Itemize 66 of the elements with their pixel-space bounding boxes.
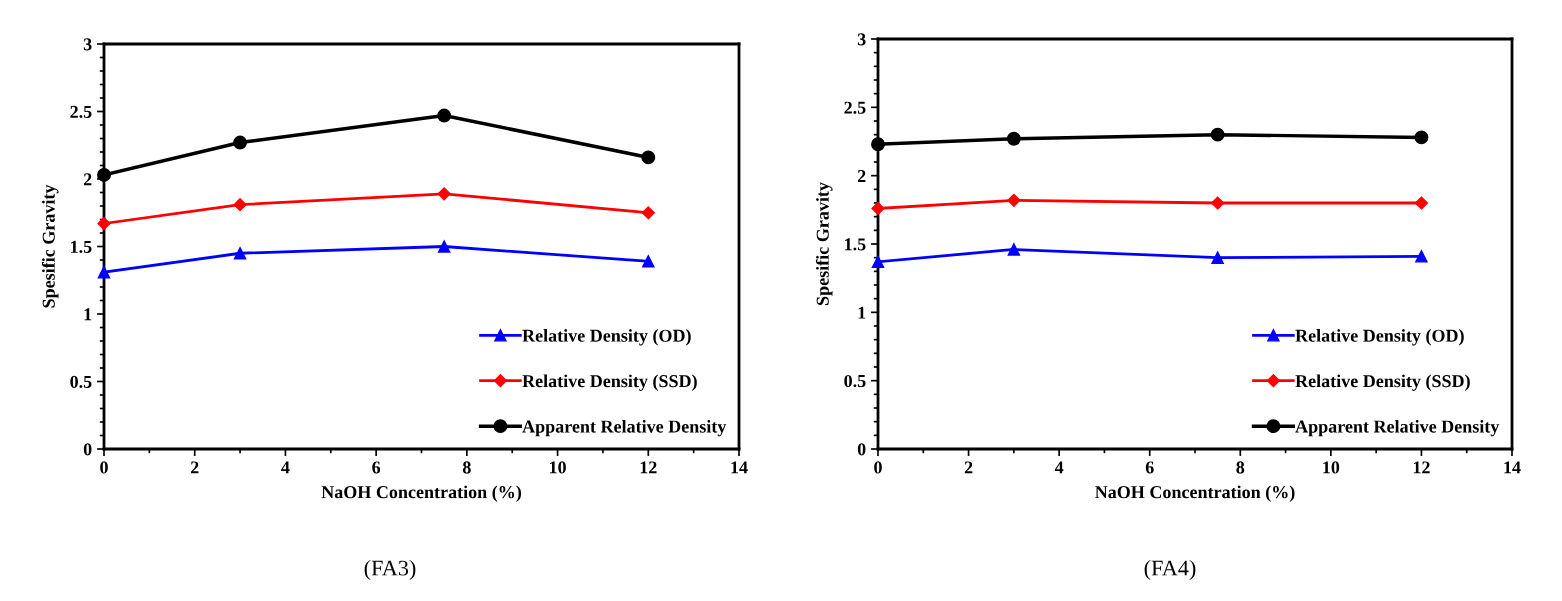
point [1211, 251, 1224, 264]
point [1210, 127, 1225, 142]
y-tick-label: 2.5 [844, 101, 866, 114]
point [97, 216, 111, 231]
x-tick-label: 6 [372, 461, 381, 474]
x-tick-label: 2 [190, 461, 199, 474]
point [641, 150, 656, 165]
x-axis-title: NaOH Concentration (%) [1095, 485, 1295, 502]
legend-label: Relative Density (SSD) [1295, 374, 1470, 391]
point [233, 198, 247, 212]
x-tick-label: 10 [549, 461, 566, 474]
point [233, 135, 248, 150]
y-tick-label: 0.5 [70, 375, 92, 389]
point [97, 168, 111, 182]
x-tick-label: 4 [281, 461, 290, 474]
point [233, 246, 247, 260]
x-tick-label: 2 [964, 461, 973, 474]
y-tick-label: 1.5 [71, 240, 92, 254]
x-tick-label: 10 [1323, 461, 1340, 474]
x-tick-label: 8 [462, 461, 471, 474]
point [97, 265, 111, 279]
legend-label: Relative Density (OD) [522, 329, 691, 346]
x-tick-label: 14 [731, 461, 748, 474]
legend-label: Apparent Relative Density [522, 419, 727, 437]
legend-label: Relative Density (SSD) [522, 374, 697, 391]
y-axis-title: Spesific Gravity [41, 184, 59, 308]
text: (FA4) [1144, 559, 1196, 581]
y-tick-label: 3 [83, 38, 92, 51]
point [1007, 243, 1021, 256]
point [1415, 250, 1428, 263]
y-tick-label: 1 [858, 306, 866, 319]
x-tick-label: 8 [1236, 461, 1245, 474]
y-tick-label: 0 [857, 443, 866, 456]
x-tick-label: 4 [1054, 461, 1064, 474]
point [437, 240, 451, 253]
x-tick-label: 6 [1145, 461, 1154, 474]
point [642, 255, 655, 268]
x-tick-label: 12 [640, 461, 657, 474]
y-tick-label: 2 [83, 173, 92, 186]
x-tick-label: 0 [874, 461, 882, 474]
y-tick-label: 1.5 [845, 238, 866, 251]
point [871, 137, 885, 152]
y-tick-label: 0 [83, 443, 92, 456]
point [1006, 131, 1021, 146]
y-axis-title: Spesific Gravity [815, 182, 833, 305]
x-tick-label: 14 [1504, 461, 1521, 474]
point [1414, 196, 1429, 210]
point [437, 108, 452, 123]
y-tick-label: 2 [857, 169, 866, 182]
point [1211, 196, 1225, 210]
point [871, 255, 885, 269]
point [641, 206, 655, 220]
y-tick-label: 0.5 [844, 374, 866, 388]
x-tick-label: 12 [1413, 461, 1430, 474]
legend-label: Relative Density (OD) [1295, 329, 1464, 346]
point [1414, 130, 1429, 145]
y-tick-label: 3 [857, 33, 866, 46]
point [871, 201, 885, 216]
point [1007, 193, 1021, 207]
y-tick-label: 2.5 [70, 105, 92, 119]
y-tick-label: 1 [84, 308, 92, 321]
point [437, 187, 451, 201]
x-tick-label: 0 [100, 461, 108, 474]
x-axis-title: NaOH Concentration (%) [321, 485, 522, 502]
text: (FA3) [364, 559, 416, 581]
legend-label: Apparent Relative Density [1295, 419, 1500, 437]
